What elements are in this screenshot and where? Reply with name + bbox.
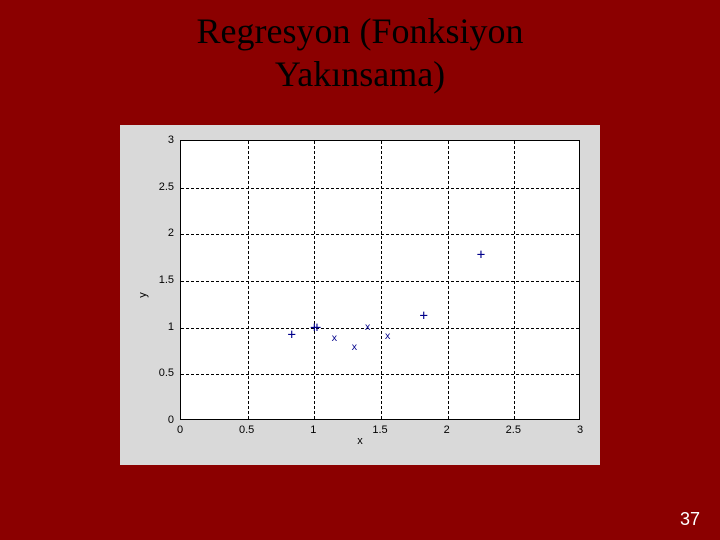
scatter-marker-x: x xyxy=(385,332,391,342)
gridline-h xyxy=(181,281,579,282)
x-tick-label: 3 xyxy=(577,424,583,436)
gridline-v xyxy=(514,141,515,419)
y-tick-label: 2 xyxy=(168,227,174,239)
y-axis-label: y xyxy=(137,292,149,298)
plot-area: +++++xxxx xyxy=(180,140,580,420)
x-tick-label: 1 xyxy=(310,424,316,436)
gridline-v xyxy=(248,141,249,419)
gridline-h xyxy=(181,374,579,375)
gridline-h xyxy=(181,234,579,235)
scatter-marker-x: x xyxy=(331,334,337,344)
x-tick-label: 0 xyxy=(177,424,183,436)
title-line-1: Regresyon (Fonksiyon xyxy=(197,11,524,51)
y-tick-label: 0.5 xyxy=(159,367,174,379)
scatter-marker-x: x xyxy=(365,323,371,333)
gridline-v xyxy=(448,141,449,419)
gridline-v xyxy=(381,141,382,419)
gridline-h xyxy=(181,328,579,329)
scatter-marker-plus: + xyxy=(287,328,295,342)
page-number: 37 xyxy=(680,509,700,530)
y-tick-label: 1.5 xyxy=(159,274,174,286)
x-tick-label: 1.5 xyxy=(372,424,387,436)
y-tick-label: 3 xyxy=(168,134,174,146)
y-tick-label: 2.5 xyxy=(159,181,174,193)
scatter-marker-plus: + xyxy=(477,248,485,262)
scatter-marker-x: x xyxy=(351,343,357,353)
scatter-marker-plus: + xyxy=(419,309,427,323)
x-tick-label: 0.5 xyxy=(239,424,254,436)
x-tick-label: 2.5 xyxy=(506,424,521,436)
y-tick-label: 1 xyxy=(168,321,174,333)
y-tick-label: 0 xyxy=(168,414,174,426)
scatter-marker-plus: + xyxy=(310,321,318,335)
gridline-v xyxy=(314,141,315,419)
title-line-2: Yakınsama) xyxy=(275,54,445,94)
x-tick-label: 2 xyxy=(444,424,450,436)
slide-title: Regresyon (Fonksiyon Yakınsama) xyxy=(0,0,720,96)
chart-container: +++++xxxx x y 00.511.522.5300.511.522.53 xyxy=(120,125,600,465)
gridline-h xyxy=(181,188,579,189)
x-axis-label: x xyxy=(357,435,363,447)
